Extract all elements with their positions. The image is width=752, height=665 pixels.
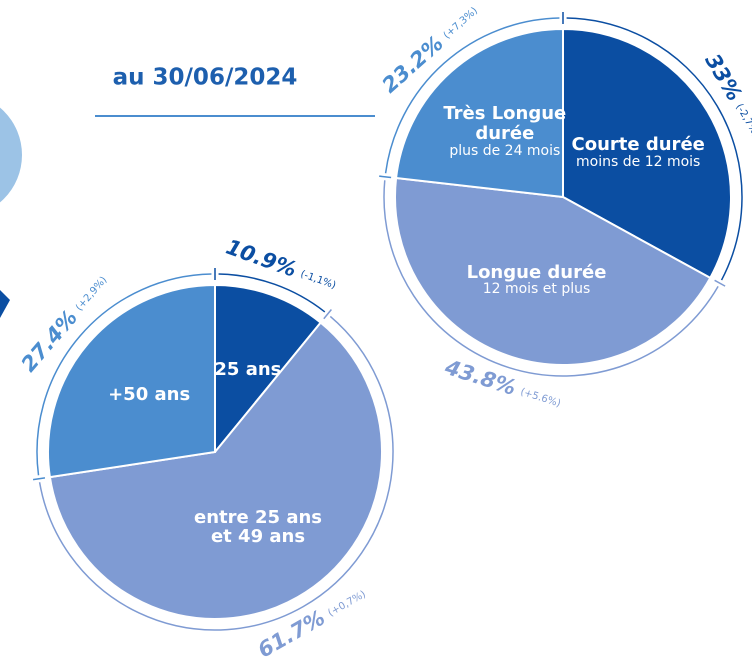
slice-label-box: -25 ans — [174, 315, 314, 425]
ring-tick — [32, 477, 46, 481]
category-name: Courte durée — [571, 133, 705, 155]
slice-label: +50 ans — [79, 340, 219, 450]
ring-arc — [218, 273, 326, 313]
pie-slice — [394, 176, 712, 366]
decor-mark — [0, 290, 10, 318]
category-name: Longue durée — [466, 261, 607, 283]
ring-arc — [36, 273, 212, 476]
category-description: moins de 12 mois — [576, 153, 701, 170]
pie-slice — [48, 321, 383, 620]
value-change: (+5.6%) — [519, 387, 562, 410]
slice-label: -25 ans — [174, 315, 314, 425]
pie-slice — [394, 27, 564, 199]
ring-arc — [566, 17, 743, 281]
value-change: (+0,7%) — [326, 589, 368, 619]
pie-slice — [214, 283, 323, 455]
ring-arc — [383, 180, 719, 377]
ring-arc — [384, 17, 560, 174]
category-name: -25 ans — [206, 359, 282, 381]
ring-arc — [38, 315, 394, 631]
slice-label-box: +50 ans — [79, 340, 219, 450]
value-percent: 61.7% — [254, 606, 329, 663]
pie-slice — [562, 27, 733, 280]
value-change: (-2,7%) — [733, 102, 752, 139]
ring-tick — [714, 279, 726, 287]
slice-label: entre 25 ans et 49 ans — [188, 472, 328, 582]
ring-tick — [379, 175, 392, 179]
value-percent: 43.8% — [441, 355, 519, 400]
category-description: plus de 24 mois — [449, 142, 561, 159]
slice-label-box: entre 25 ans et 49 ans — [188, 472, 328, 582]
value-change: (+7,3%) — [442, 5, 480, 41]
decor-circle — [0, 107, 22, 203]
value-change: (-1,1%) — [299, 269, 337, 292]
slice-label-box: Longue durée 12 mois et plus — [467, 225, 607, 335]
category-name: Très Longue durée — [443, 103, 567, 145]
category-name: +50 ans — [108, 384, 191, 406]
category-name: entre 25 ans et 49 ans — [194, 506, 322, 548]
ring-tick — [323, 309, 332, 320]
date-title: au 30/06/2024 — [113, 65, 298, 91]
slice-label-box: Très Longue durée plus de 24 mois — [435, 77, 575, 187]
value-change: (+2,9%) — [74, 275, 110, 314]
category-description: 12 mois et plus — [482, 281, 591, 298]
slice-label-box: Courte durée moins de 12 mois — [568, 98, 708, 208]
pie-slice — [47, 283, 216, 479]
